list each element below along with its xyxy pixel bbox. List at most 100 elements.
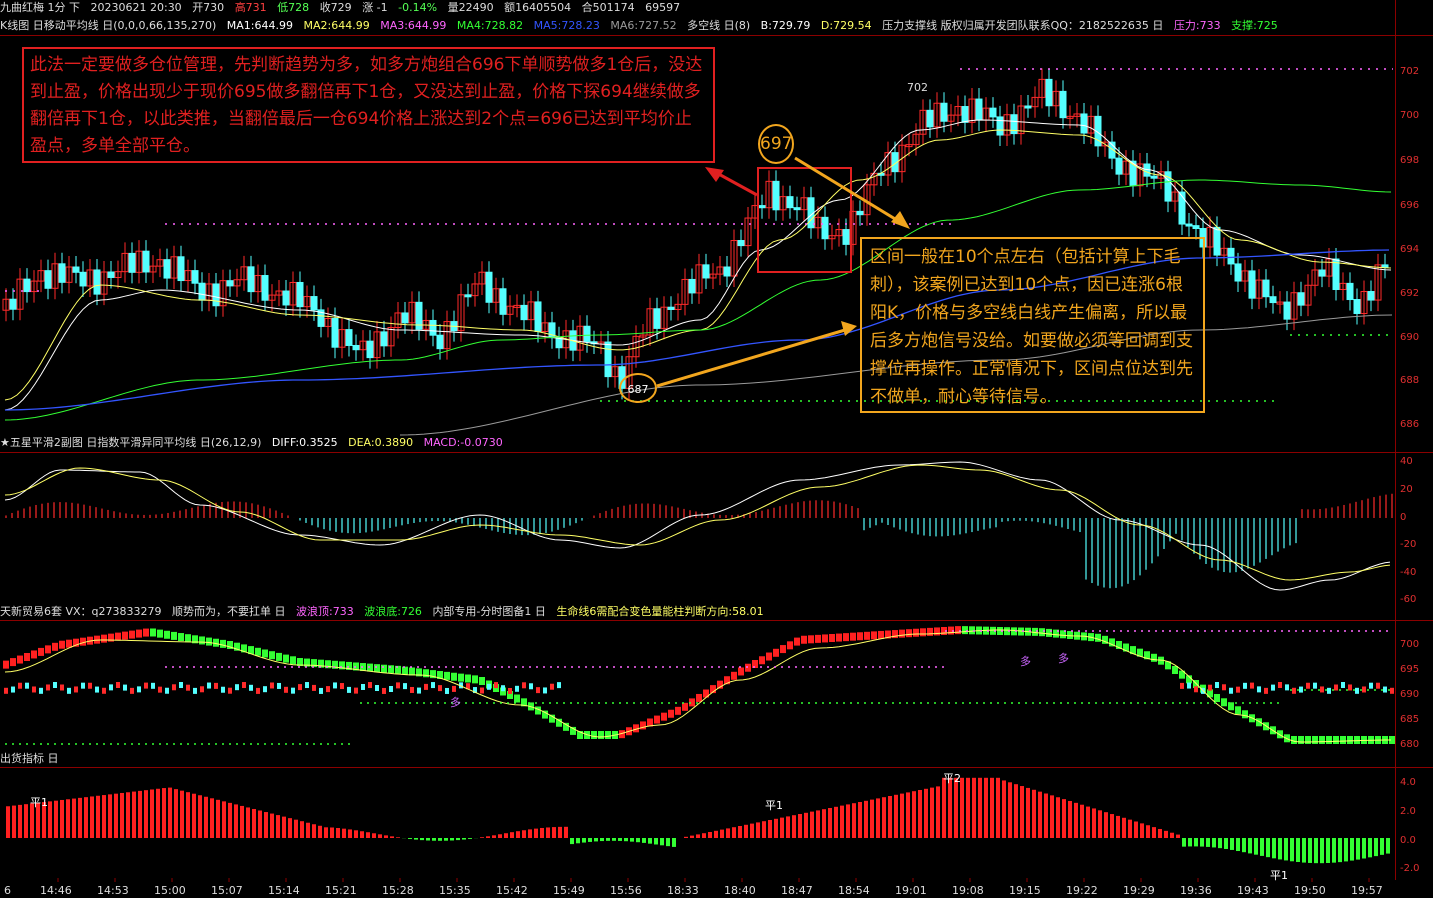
wave-block [570, 726, 576, 735]
wave-small-candle [1390, 687, 1394, 694]
wave-small-candle [74, 686, 78, 693]
candle-down [1269, 296, 1277, 304]
price-tick-label: 696 [1400, 200, 1420, 211]
candle-up [660, 306, 668, 329]
wave-small-candle [95, 686, 99, 693]
main-legend[interactable]: K线图 日移动平均线 日(0,0,0,66,135,270) MA1:644.9… [0, 18, 1395, 34]
quote-amount: 额16405504 [504, 1, 572, 14]
candle-up [1101, 141, 1109, 147]
wave-small-candle [277, 682, 281, 689]
wave-panel[interactable] [0, 620, 1433, 750]
candle-up [471, 283, 479, 297]
candle-up [184, 270, 192, 282]
wave-small-candle [480, 687, 484, 694]
candle-up [1122, 160, 1130, 175]
candle-up [1220, 247, 1228, 256]
quote-close: 收729 [319, 1, 352, 14]
wave-block [150, 628, 156, 637]
wave-block [255, 647, 261, 656]
candle-down [177, 256, 185, 282]
ship-legend[interactable]: 出货指标 日 [0, 751, 1395, 767]
wave-block [1179, 670, 1185, 679]
candle-down [1346, 282, 1354, 301]
wave-block [164, 630, 170, 639]
gold-explanation-box: 区间一般在10个点左右（包括计算上下毛刺），该案例已达到10个点，因已连涨6根阳… [860, 237, 1205, 413]
wave-block [878, 630, 884, 639]
wave-block [731, 671, 737, 680]
wave-block [997, 627, 1003, 635]
candle-up [51, 263, 59, 289]
wave-small-candle [53, 682, 57, 688]
wave-small-candle [32, 686, 36, 693]
candle-down [793, 207, 801, 211]
wave-block [1186, 675, 1192, 684]
gold-arrow-top [794, 156, 901, 224]
wave-small-candle [256, 687, 260, 694]
wave-block [479, 677, 485, 685]
highlight-box [757, 167, 852, 273]
wave-block [535, 706, 541, 715]
wave-block [234, 642, 240, 651]
candle-up [2, 298, 10, 311]
time-tick-label: 6 [4, 884, 11, 897]
wave-block [668, 709, 674, 718]
candle-up [1276, 301, 1284, 305]
wave-small-candle [319, 687, 323, 694]
ship-tick-label: 2.0 [1400, 806, 1416, 817]
d-value: D:729.54 [820, 19, 872, 32]
wave-small-candle [1285, 684, 1289, 691]
price-tick-label: 692 [1400, 288, 1420, 299]
macd-tick-label: -40 [1400, 567, 1417, 578]
wave-block [1137, 648, 1143, 657]
candle-up [219, 280, 227, 307]
ma2-value: MA2:644.99 [303, 19, 370, 32]
main-chart-panel[interactable] [0, 35, 1433, 435]
time-tick-label: 18:54 [838, 884, 870, 897]
wave-small-candle [501, 685, 505, 692]
wave-small-candle [172, 684, 176, 691]
candle-up [1017, 105, 1025, 135]
wave-small-candle [235, 684, 239, 691]
wave-small-candle [340, 683, 344, 690]
candle-up [149, 265, 157, 273]
wave-small-candle [298, 684, 302, 691]
wave-block [871, 631, 877, 640]
candle-up [947, 114, 955, 122]
candle-down [9, 298, 17, 310]
wave-block [24, 653, 30, 661]
wave-block [1319, 736, 1325, 744]
wave-block [339, 661, 345, 670]
candle-up [303, 296, 311, 308]
wave-block [696, 693, 702, 702]
time-tick-label: 19:43 [1237, 884, 1269, 897]
wave-small-candle [179, 682, 183, 689]
candle-down [856, 210, 864, 216]
macd-legend[interactable]: ★五星平滑2副图 日指数平滑异同平均线 日(26,12,9) DIFF:0.35… [0, 435, 1395, 451]
macd-panel[interactable] [0, 452, 1433, 602]
wave-small-candle [1383, 686, 1387, 693]
low-circle-text: 687 [627, 383, 649, 396]
candle-down [345, 329, 353, 346]
wave-small-candle [1271, 684, 1275, 691]
wave-small-candle [494, 682, 498, 689]
candle-down [317, 309, 325, 327]
wave-block [906, 629, 912, 638]
quote-open: 开730 [192, 1, 225, 14]
wave-block [829, 634, 835, 642]
wave-legend[interactable]: 天新贸易6套 VX：q273833279 顺势而为，不要扛单 日 波浪顶:733… [0, 604, 1395, 620]
ship-panel[interactable] [0, 767, 1433, 880]
candle-up [513, 304, 521, 308]
wave-block [738, 667, 744, 676]
wave-block [1053, 629, 1059, 638]
candle-up [457, 294, 465, 332]
wave-block [1095, 633, 1101, 642]
wave-small-candle [165, 687, 169, 694]
wave-block [269, 651, 275, 660]
wave-block [752, 660, 758, 668]
price-tick-label: 690 [1400, 332, 1420, 343]
wave-block [1032, 627, 1038, 636]
candle-up [1136, 163, 1144, 187]
wave-small-candle [543, 687, 547, 694]
ma-gray-line [399, 314, 1393, 436]
